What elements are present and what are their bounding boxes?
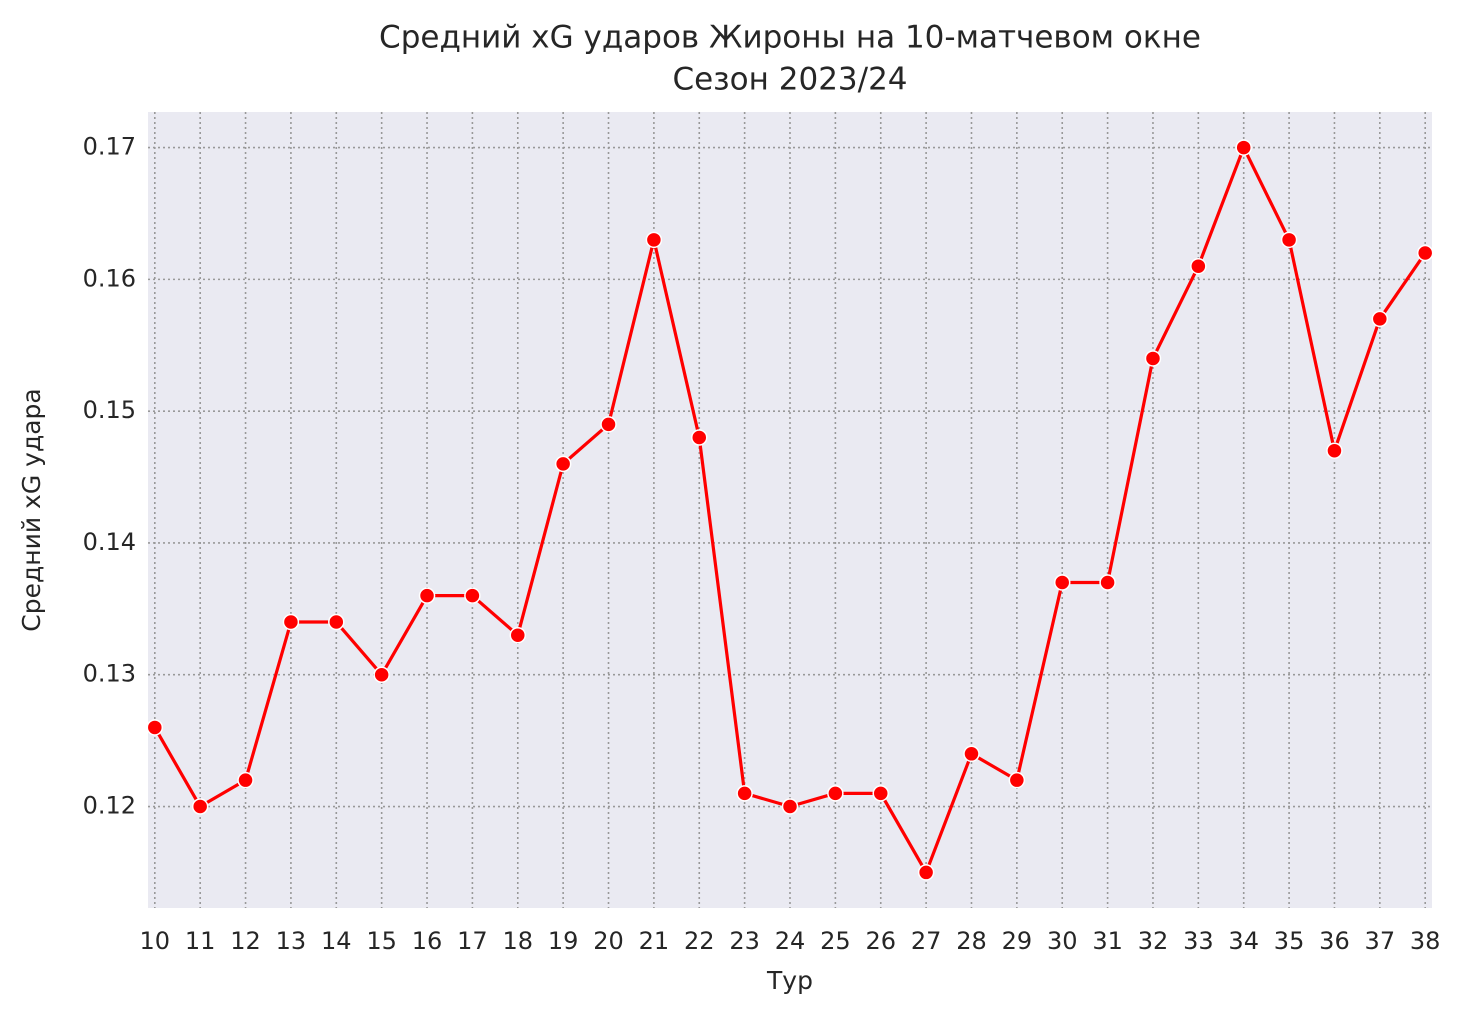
point [827, 785, 844, 802]
point [1416, 244, 1434, 262]
x-tick-label: 24 [775, 927, 806, 955]
point [1099, 574, 1116, 591]
y-tick-label: 0.16 [83, 264, 136, 292]
point [645, 231, 663, 249]
x-tick-label: 20 [593, 927, 624, 955]
x-tick-label: 27 [911, 927, 942, 955]
x-tick-label: 35 [1274, 927, 1305, 955]
x-tick-label: 34 [1228, 927, 1259, 955]
point [1008, 771, 1026, 789]
chart-subtitle: Сезон 2023/24 [672, 62, 907, 98]
point [554, 455, 572, 473]
x-tick-label: 23 [729, 927, 760, 955]
point [691, 429, 708, 446]
x-tick-label: 38 [1410, 927, 1441, 955]
point [509, 626, 527, 644]
point [237, 771, 254, 789]
plot-area [148, 112, 1432, 908]
point [1053, 574, 1071, 591]
point [1280, 231, 1298, 249]
x-tick-label: 28 [956, 927, 987, 955]
x-tick-label: 19 [548, 927, 579, 955]
x-tick-label: 29 [1002, 927, 1033, 955]
point [1144, 350, 1162, 367]
point [464, 587, 481, 604]
point [872, 785, 889, 802]
chart-title: Средний xG ударов Жироны на 10-матчевом … [379, 20, 1201, 56]
y-tick-label: 0.15 [83, 396, 136, 424]
point [600, 416, 617, 433]
y-tick-label: 0.12 [83, 792, 136, 820]
x-tick-label: 21 [639, 927, 670, 955]
y-tick-label: 0.17 [83, 133, 136, 161]
x-tick-label: 26 [865, 927, 896, 955]
x-tick-label: 17 [457, 927, 488, 955]
point [1190, 257, 1207, 275]
point [917, 864, 935, 881]
x-axis-label: Тур [766, 966, 813, 995]
x-tick-label: 10 [140, 927, 171, 955]
x-tick-label: 25 [820, 927, 851, 955]
x-tick-label: 11 [185, 927, 216, 955]
point [963, 745, 980, 763]
x-tick-label: 37 [1365, 927, 1396, 955]
x-tick-label: 12 [230, 927, 261, 955]
point [373, 666, 390, 683]
x-tick-label: 30 [1047, 927, 1078, 955]
x-tick-label: 16 [412, 927, 443, 955]
x-tick-label: 36 [1319, 927, 1350, 955]
x-tick-label: 15 [366, 927, 397, 955]
point [418, 587, 436, 604]
y-tick-label: 0.13 [83, 660, 136, 688]
point [146, 719, 164, 736]
y-tick-label: 0.14 [83, 528, 136, 556]
x-tick-label: 33 [1183, 927, 1214, 955]
x-tick-label: 22 [684, 927, 715, 955]
point [736, 785, 753, 802]
point [1371, 310, 1389, 328]
x-tick-label: 31 [1092, 927, 1123, 955]
point [328, 613, 345, 631]
point [1235, 139, 1252, 156]
point [1326, 442, 1343, 459]
x-tick-label: 32 [1138, 927, 1169, 955]
point [781, 798, 799, 815]
point [282, 613, 300, 631]
point [191, 798, 209, 815]
y-axis-label: Средний xG удара [17, 388, 46, 631]
x-tick-label: 13 [276, 927, 307, 955]
x-tick-label: 14 [321, 927, 352, 955]
x-tick-label: 18 [503, 927, 534, 955]
